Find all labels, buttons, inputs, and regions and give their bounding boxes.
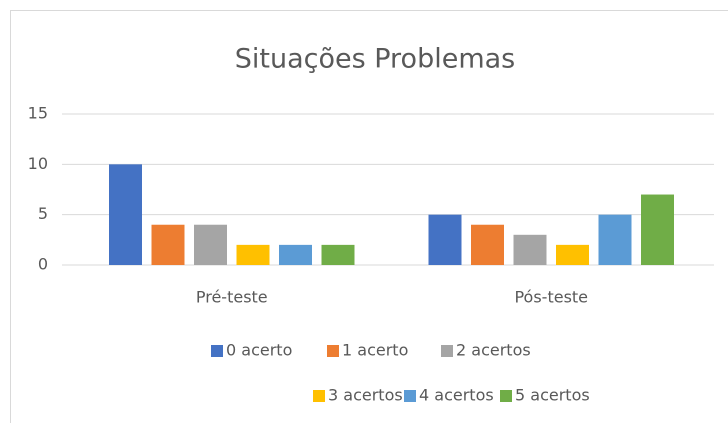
x-tick-label: Pré-teste — [196, 288, 268, 307]
y-tick-label: 15 — [28, 104, 48, 123]
bar — [279, 244, 312, 265]
bar — [236, 244, 270, 265]
legend-label: 5 acertos — [515, 386, 590, 405]
legend-swatch — [441, 345, 453, 357]
legend-label: 2 acertos — [456, 341, 531, 360]
bar — [151, 224, 185, 265]
x-tick-label: Pós-teste — [514, 288, 588, 307]
bar — [598, 214, 632, 265]
legend-label: 1 acerto — [342, 341, 408, 360]
bar — [641, 194, 674, 265]
y-tick-label: 10 — [28, 154, 48, 173]
bar — [321, 244, 355, 265]
y-tick-label: 5 — [38, 204, 48, 223]
legend-label: 4 acertos — [419, 386, 494, 405]
bar — [109, 164, 142, 265]
legend-label: 0 acerto — [226, 341, 292, 360]
y-tick-label: 0 — [38, 255, 48, 274]
chart-title: Situações Problemas — [235, 44, 516, 75]
bar — [471, 224, 504, 265]
bar — [513, 234, 547, 265]
legend-swatch — [313, 390, 325, 402]
bar — [428, 214, 462, 265]
legend-label: 3 acertos — [328, 386, 403, 405]
legend-swatch — [500, 390, 512, 402]
legend-swatch — [404, 390, 416, 402]
legend-swatch — [327, 345, 339, 357]
legend-swatch — [211, 345, 223, 357]
bar — [194, 224, 227, 265]
bar — [556, 244, 589, 265]
